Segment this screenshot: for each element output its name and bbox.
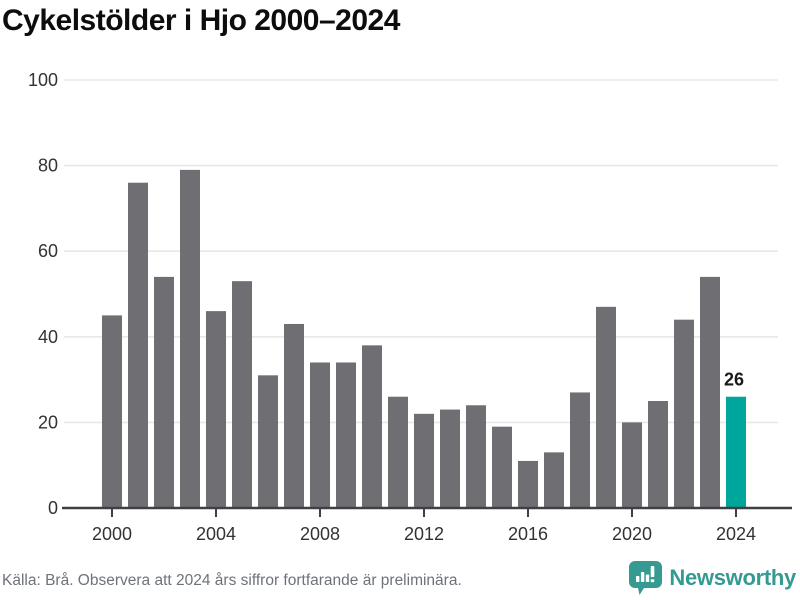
bar-2008 (310, 362, 330, 508)
bar-2012 (414, 413, 434, 508)
bar-2013 (440, 409, 460, 508)
data-label-2024: 26 (724, 370, 744, 390)
newsworthy-logo-text: Newsworthy (669, 565, 796, 590)
x-tick-label-2016: 2016 (508, 524, 548, 544)
mini-bar-chart-glyph (636, 566, 655, 583)
bar-2002 (154, 276, 174, 508)
chart-title: Cykelstölder i Hjo 2000–2024 (2, 4, 400, 37)
y-tick-label-60: 60 (38, 241, 58, 261)
bar-2011 (388, 396, 408, 508)
newsworthy-logo-icon (629, 561, 663, 595)
bar-2024 (726, 396, 746, 508)
x-tick-label-2000: 2000 (92, 524, 132, 544)
source-note: Källa: Brå. Observera att 2024 års siffr… (2, 572, 462, 589)
bar-2017 (544, 452, 564, 508)
y-tick-label-80: 80 (38, 156, 58, 176)
bar-2015 (492, 426, 512, 508)
x-tick-label-2008: 2008 (300, 524, 340, 544)
bar-2007 (284, 323, 304, 508)
bar-2005 (232, 281, 252, 508)
newsworthy-logo: Newsworthy (629, 560, 796, 596)
x-tick-label-2004: 2004 (196, 524, 236, 544)
y-tick-label-20: 20 (38, 412, 58, 432)
bar-2006 (258, 375, 278, 508)
bar-2001 (128, 182, 148, 508)
speech-bubble-shape (629, 561, 663, 595)
bar-2016 (518, 460, 538, 508)
bar-2000 (102, 315, 122, 508)
y-tick-label-40: 40 (38, 327, 58, 347)
bar-2003 (180, 169, 200, 508)
bar-2021 (648, 401, 668, 508)
bar-2009 (336, 362, 356, 508)
bar-2018 (570, 392, 590, 508)
y-tick-label-0: 0 (48, 498, 58, 518)
bar-2014 (466, 405, 486, 508)
x-tick-label-2024: 2024 (716, 524, 756, 544)
bar-2022 (674, 319, 694, 508)
chart-footer: Källa: Brå. Observera att 2024 års siffr… (0, 558, 800, 600)
x-tick-label-2012: 2012 (404, 524, 444, 544)
bar-2020 (622, 422, 642, 508)
bar-2004 (206, 311, 226, 508)
x-tick-label-2020: 2020 (612, 524, 652, 544)
bar-2019 (596, 306, 616, 508)
bar-2010 (362, 345, 382, 508)
y-tick-label-100: 100 (28, 70, 58, 90)
bar-2023 (700, 276, 720, 508)
bar-chart: 0 20 40 60 80 100 2000 2004 2008 2012 2016 2020 2024… (28, 70, 792, 544)
